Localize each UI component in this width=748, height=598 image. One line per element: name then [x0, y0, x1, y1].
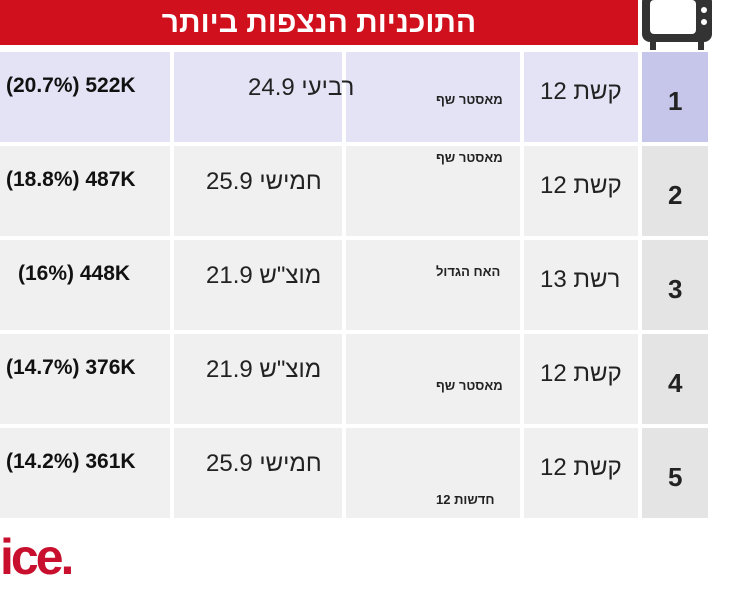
- channel: קשת 12: [540, 78, 622, 105]
- cell: [642, 146, 708, 236]
- program: מאסטר שף: [436, 92, 503, 107]
- cell: [0, 428, 170, 518]
- program: חדשות 12: [436, 492, 495, 507]
- cell: [524, 52, 638, 142]
- air-date: חמישי 25.9: [206, 450, 322, 477]
- cell: [524, 146, 638, 236]
- cell: [174, 428, 342, 518]
- air-date: חמישי 25.9: [206, 168, 322, 195]
- cell: [174, 334, 342, 424]
- rank: 1: [668, 86, 683, 116]
- rating: (14.2%) 361K: [6, 450, 136, 473]
- channel: רשת 13: [540, 266, 621, 293]
- channel: קשת 12: [540, 172, 622, 199]
- cell: [642, 428, 708, 518]
- cell: [346, 334, 520, 424]
- rank: 2: [668, 180, 683, 210]
- air-date: מוצ"ש 21.9: [206, 356, 322, 383]
- cell: [174, 146, 342, 236]
- rating: (16%) 448K: [18, 262, 131, 285]
- cell: [174, 52, 342, 142]
- cell: [642, 52, 708, 142]
- cell: [346, 52, 520, 142]
- channel: קשת 12: [540, 360, 622, 387]
- logo: ice.: [0, 529, 74, 585]
- rating: (14.7%) 376K: [6, 356, 136, 379]
- rank: 4: [668, 368, 683, 398]
- rank: 5: [668, 462, 683, 492]
- program: האח הגדול: [436, 264, 501, 279]
- program: מאסטר שף: [436, 378, 503, 393]
- cell: [524, 334, 638, 424]
- cell: [0, 240, 170, 330]
- cell: [0, 52, 170, 142]
- cell: [346, 428, 520, 518]
- air-date: מוצ"ש 21.9: [206, 262, 322, 289]
- cell: [174, 240, 342, 330]
- cell: [524, 428, 638, 518]
- rank: 3: [668, 274, 683, 304]
- cell: [524, 240, 638, 330]
- air-date: רביעי 24.9: [248, 74, 355, 101]
- rating: (20.7%) 522K: [6, 74, 136, 97]
- program: מאסטר שף: [436, 150, 503, 165]
- rating: (18.8%) 487K: [6, 168, 136, 191]
- cell: [0, 334, 170, 424]
- tv-icon: [642, 0, 712, 50]
- channel: קשת 12: [540, 454, 622, 481]
- cell: [642, 334, 708, 424]
- cell: [0, 146, 170, 236]
- cell: [642, 240, 708, 330]
- cell: [346, 146, 520, 236]
- cell: [346, 240, 520, 330]
- title: התוכניות הנצפות ביותר: [0, 0, 638, 45]
